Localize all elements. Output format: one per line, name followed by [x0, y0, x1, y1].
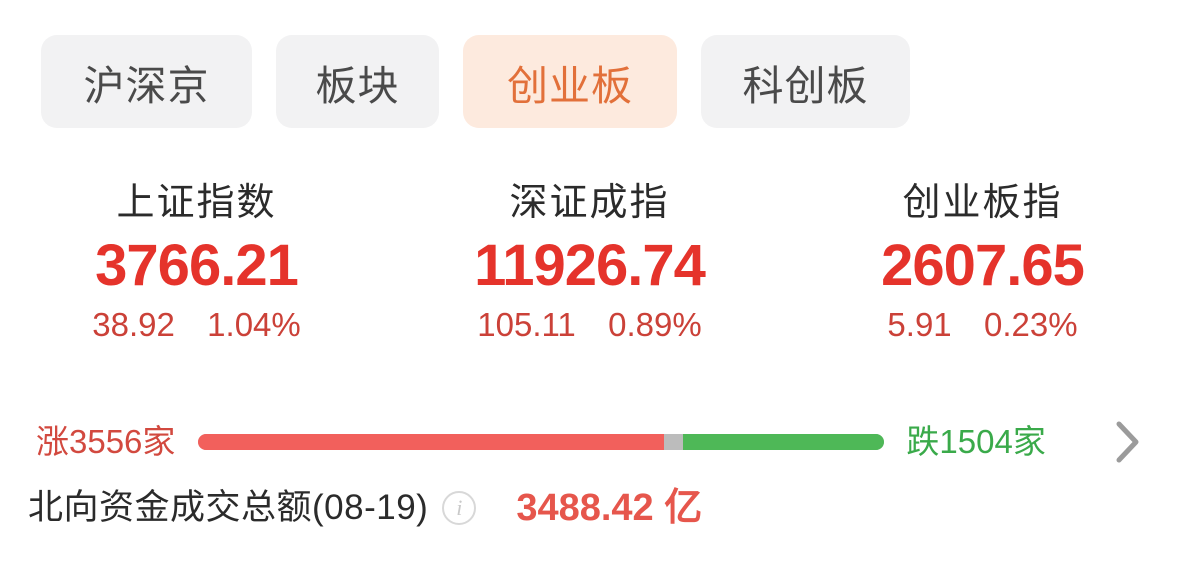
- index-value: 2607.65: [881, 233, 1085, 298]
- index-change-group: 105.11 0.89%: [477, 304, 701, 346]
- index-change-absolute: 38.92: [92, 306, 175, 343]
- index-value: 11926.74: [474, 233, 706, 298]
- decliners-segment: [683, 434, 885, 450]
- northbound-funds-label: 北向资金成交总额(08-19): [28, 488, 429, 527]
- index-value: 3766.21: [95, 233, 299, 298]
- tab-label: 科创板: [742, 62, 869, 109]
- tab-label: 沪深京: [83, 62, 210, 109]
- index-card-shanghai-composite[interactable]: 上证指数 3766.21 38.92 1.04%: [0, 178, 393, 346]
- tab-label: 板块: [315, 62, 400, 109]
- index-change-percent: 0.89%: [608, 306, 702, 343]
- index-change-absolute: 105.11: [477, 306, 576, 343]
- advancers-label: 涨3556家: [36, 423, 176, 460]
- advancers-segment: [198, 434, 664, 450]
- index-summary-grid: 上证指数 3766.21 38.92 1.04% 深证成指 11926.74 1…: [0, 178, 1179, 346]
- northbound-funds-row: 北向资金成交总额(08-19) i 3488.42 亿: [28, 482, 702, 534]
- index-change-percent: 0.23%: [984, 306, 1078, 343]
- index-change-percent: 1.04%: [207, 306, 301, 343]
- tab-label: 创业板: [507, 62, 633, 109]
- index-change-group: 38.92 1.04%: [92, 304, 301, 346]
- tab-kechuangban[interactable]: 科创板: [701, 35, 910, 128]
- index-change-absolute: 5.91: [887, 306, 952, 343]
- market-breadth-row[interactable]: 涨3556家 跌1504家: [0, 414, 1179, 470]
- index-name: 上证指数: [116, 182, 277, 224]
- advance-decline-bar: [198, 434, 885, 450]
- index-change-group: 5.91 0.23%: [887, 304, 1077, 346]
- index-card-chinext[interactable]: 创业板指 2607.65 5.91 0.23%: [786, 178, 1179, 346]
- tab-bankuai[interactable]: 板块: [276, 35, 439, 128]
- chevron-right-icon[interactable]: [1115, 420, 1141, 464]
- unchanged-segment: [663, 434, 684, 450]
- northbound-funds-value: 3488.42 亿: [516, 487, 703, 529]
- tab-hushenjing[interactable]: 沪深京: [41, 35, 252, 128]
- market-tab-bar: 沪深京 板块 创业板 科创板: [41, 35, 910, 128]
- info-circle-icon[interactable]: i: [442, 491, 477, 525]
- decliners-label: 跌1504家: [906, 423, 1046, 460]
- index-name: 创业板指: [902, 182, 1063, 224]
- index-name: 深证成指: [509, 182, 670, 224]
- tab-chuangyeban[interactable]: 创业板: [463, 35, 677, 128]
- index-card-shenzhen-component[interactable]: 深证成指 11926.74 105.11 0.89%: [393, 178, 786, 346]
